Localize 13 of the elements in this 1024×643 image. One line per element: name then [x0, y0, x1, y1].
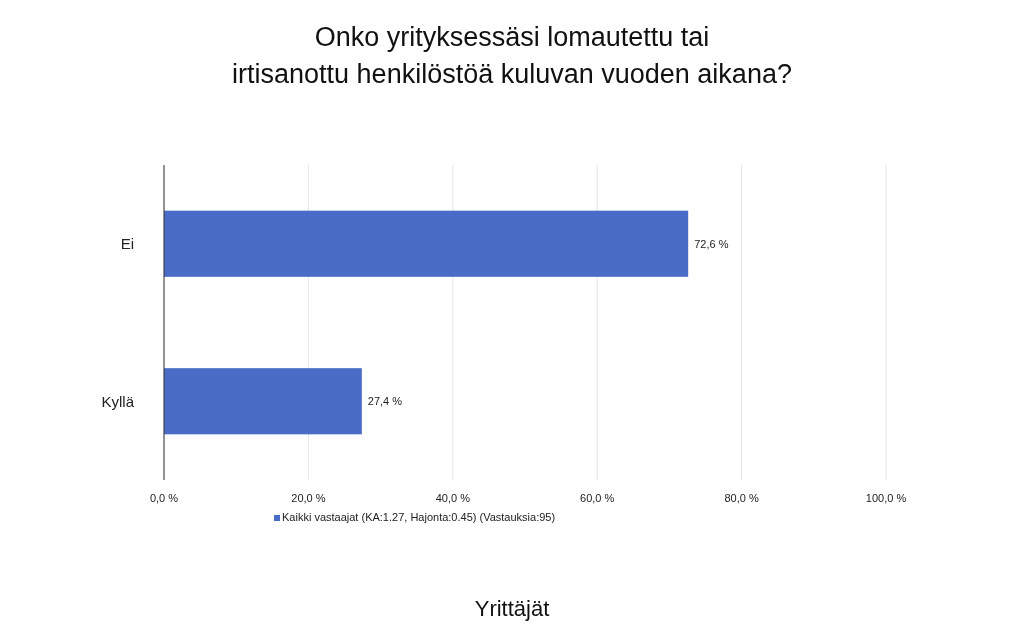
data-label: 27,4 % [367, 395, 403, 408]
legend-label: Kaikki vastaajat (KA:1.27, Hajonta:0.45) (Vastauksia:95) [282, 511, 556, 523]
x-tick-label: 20,0 % [291, 492, 326, 504]
data-label: 72,6 % [694, 237, 729, 250]
y-tick-label: Kyllä [101, 392, 135, 410]
chart-title: Onko yrityksessäsi lomautettu tai irtisanottu henkilöstöä kuluvan vuoden aikana? [232, 22, 792, 89]
x-tick-label: 0,0 % [149, 492, 179, 504]
x-tick-label: 100,0 % [865, 492, 907, 504]
x-tick-label: 40,0 % [435, 492, 471, 504]
x-tick-label: 60,0 % [580, 492, 615, 504]
y-tick-label: Ei [120, 235, 134, 252]
x-tick-label: 80,0 % [724, 492, 759, 504]
text: Yrittäjät [474, 596, 550, 621]
